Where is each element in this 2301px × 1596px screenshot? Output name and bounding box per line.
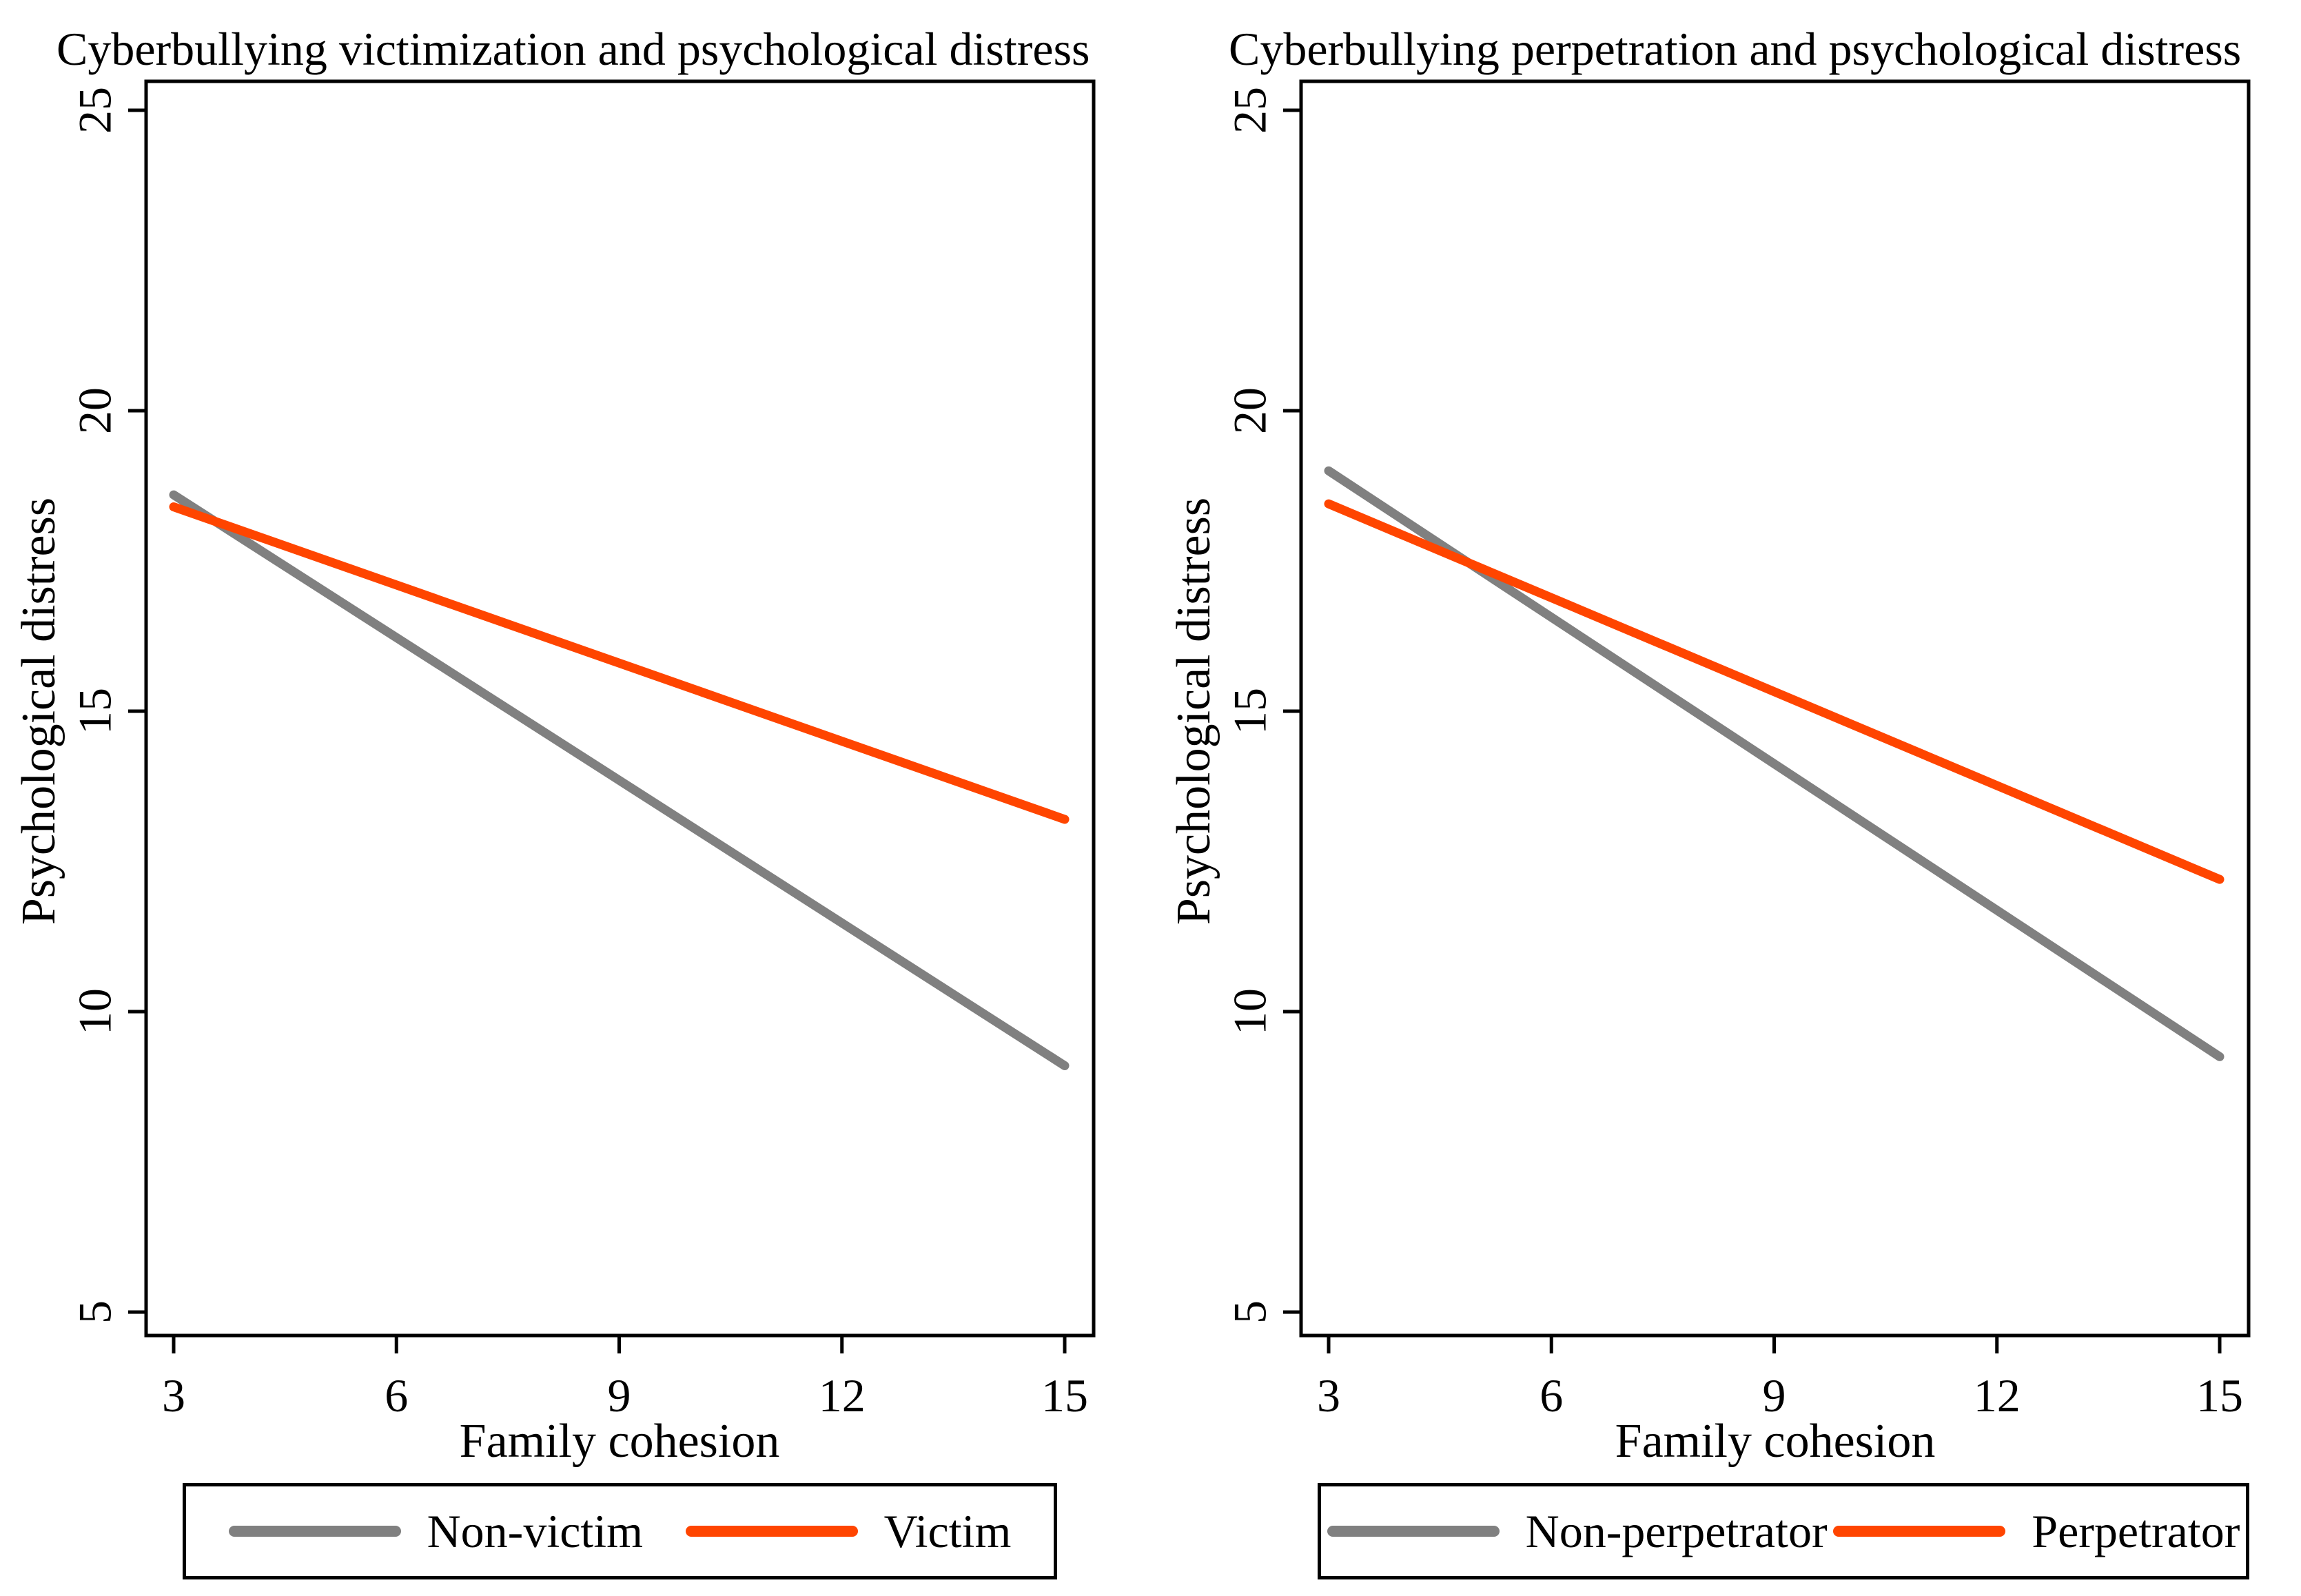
y-tick-label: 20	[68, 387, 121, 434]
y-tick-label: 5	[1223, 1300, 1276, 1324]
x-axis-title-left: Family cohesion	[459, 1415, 780, 1468]
series-line-victim	[169, 502, 1070, 824]
x-tick-label: 12	[1973, 1369, 2021, 1422]
x-tick-label: 3	[1317, 1369, 1340, 1422]
legend-item-perpetrator: Perpetrator	[1833, 1504, 2240, 1559]
x-tick-label: 15	[2196, 1369, 2243, 1422]
x-tick-label: 3	[162, 1369, 185, 1422]
legend-label-victim: Victim	[883, 1504, 1012, 1557]
y-tick-label: 10	[68, 988, 121, 1035]
y-tick-label: 25	[1223, 87, 1276, 134]
y-tick-label: 10	[1223, 988, 1276, 1035]
series-line-non-victim	[169, 490, 1070, 1070]
legend-right: Non-perpetrator Perpetrator	[1318, 1483, 2249, 1579]
series-line-perpetrator	[1324, 499, 2225, 884]
legend-line-perpetrator	[1833, 1526, 2006, 1537]
y-tick-label: 5	[68, 1300, 121, 1324]
legend-label-perpetrator: Perpetrator	[2032, 1504, 2240, 1557]
legend-left: Non-victim Victim	[183, 1483, 1057, 1579]
y-tick-label: 15	[1223, 688, 1276, 735]
x-tick-label: 6	[385, 1369, 409, 1422]
y-axis-title-left: Psychological distress	[12, 497, 65, 925]
y-tick-label: 25	[68, 87, 121, 134]
x-tick-label: 12	[818, 1369, 866, 1422]
legend-label-nonvictim: Non-victim	[427, 1504, 644, 1557]
y-tick-label: 20	[1223, 387, 1276, 434]
plot-frame	[144, 79, 1096, 1338]
x-tick-label: 15	[1041, 1369, 1088, 1422]
x-axis-title-right: Family cohesion	[1615, 1415, 1936, 1468]
legend-item-victim: Victim	[685, 1504, 1012, 1559]
legend-line-victim	[685, 1526, 858, 1537]
x-tick-label: 9	[1762, 1369, 1786, 1422]
y-tick-label: 15	[68, 688, 121, 735]
x-tick-label: 9	[607, 1369, 631, 1422]
legend-label-nonperpetrator: Non-perpetrator	[1525, 1504, 1828, 1557]
legend-item-nonperpetrator: Non-perpetrator	[1327, 1504, 1828, 1559]
legend-item-nonvictim: Non-victim	[228, 1504, 644, 1559]
legend-line-nonperpetrator	[1327, 1526, 1500, 1537]
plot-frame	[1299, 79, 2251, 1338]
chart-title-perpetration: Cyberbullying perpetration and psycholog…	[1229, 23, 2242, 75]
x-tick-label: 6	[1540, 1369, 1564, 1422]
y-axis-title-right: Psychological distress	[1167, 497, 1220, 925]
legend-line-nonvictim	[228, 1526, 401, 1537]
chart-title-victimization: Cyberbullying victimization and psycholo…	[57, 23, 1090, 75]
